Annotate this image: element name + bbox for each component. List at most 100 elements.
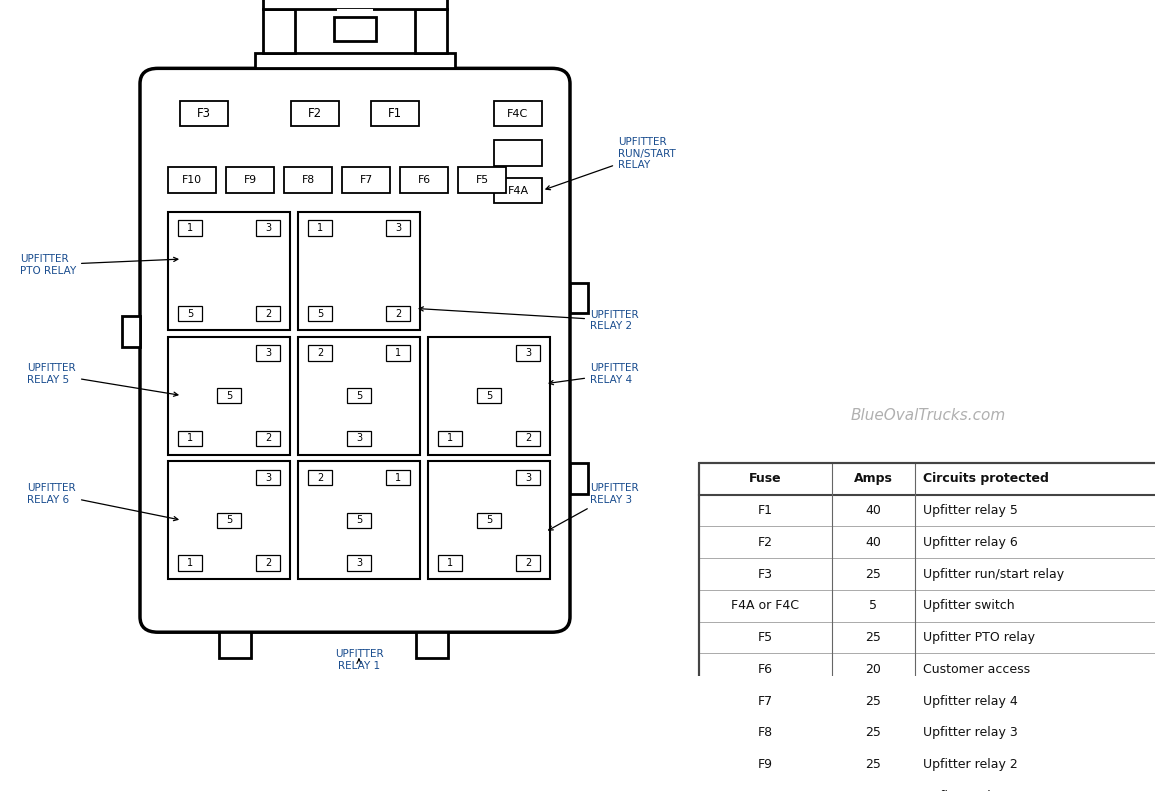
Bar	[298, 461, 420, 579]
Text: Fuse: Fuse	[748, 472, 782, 486]
FancyBboxPatch shape	[140, 68, 571, 632]
Text: 2: 2	[264, 433, 271, 443]
Text: UPFITTER
RELAY 5: UPFITTER RELAY 5	[28, 363, 178, 396]
Bar	[178, 430, 202, 446]
Bar	[256, 345, 280, 361]
Bar	[438, 555, 462, 570]
Bar	[298, 212, 420, 330]
Bar	[494, 178, 542, 203]
Bar	[699, 463, 1155, 791]
Text: F7: F7	[758, 694, 773, 708]
Bar	[255, 53, 455, 68]
Bar	[167, 461, 290, 579]
Bar	[494, 140, 542, 166]
Text: F8: F8	[758, 726, 773, 740]
Text: 5: 5	[486, 391, 492, 400]
Text: 3: 3	[356, 558, 362, 568]
Text: UPFITTER
RELAY 6: UPFITTER RELAY 6	[28, 483, 178, 520]
Text: 1: 1	[447, 433, 453, 443]
Bar	[699, 463, 1155, 791]
Bar	[516, 470, 541, 485]
Text: F5: F5	[476, 176, 489, 185]
Bar	[167, 168, 216, 193]
Text: 1: 1	[447, 558, 453, 568]
Text: F1: F1	[388, 107, 402, 120]
Text: F3: F3	[198, 107, 211, 120]
Bar	[429, 337, 550, 455]
Bar	[571, 282, 588, 313]
Text: Upfitter relay 1: Upfitter relay 1	[923, 790, 1018, 791]
Text: 25: 25	[865, 758, 881, 771]
Text: 5: 5	[870, 600, 877, 612]
Text: 5: 5	[316, 308, 323, 319]
Text: F7: F7	[359, 176, 373, 185]
Text: 2: 2	[264, 308, 271, 319]
Text: F9: F9	[244, 176, 256, 185]
Text: F4A or F4C: F4A or F4C	[731, 600, 799, 612]
Bar	[256, 430, 280, 446]
Bar	[477, 388, 501, 403]
Text: 2: 2	[524, 558, 531, 568]
Bar	[386, 306, 410, 321]
Text: 2: 2	[316, 472, 323, 483]
Text: F6: F6	[758, 663, 773, 676]
Text: 2: 2	[264, 558, 271, 568]
Bar	[218, 632, 251, 658]
Text: 3: 3	[264, 472, 271, 483]
Text: 25: 25	[865, 726, 881, 740]
Bar	[217, 388, 241, 403]
Bar	[226, 168, 274, 193]
Text: 1: 1	[187, 433, 193, 443]
Text: Upfitter relay 4: Upfitter relay 4	[923, 694, 1018, 708]
Text: 2: 2	[524, 433, 531, 443]
Bar	[386, 470, 410, 485]
Bar	[342, 168, 390, 193]
Text: 5: 5	[226, 515, 232, 525]
Text: 40: 40	[865, 536, 881, 549]
Bar	[400, 168, 448, 193]
Bar	[256, 555, 280, 570]
Bar	[516, 555, 541, 570]
Bar	[284, 168, 331, 193]
Text: 1: 1	[395, 348, 401, 358]
Text: F1: F1	[758, 504, 773, 517]
Bar	[386, 221, 410, 236]
Text: Upfitter relay 2: Upfitter relay 2	[923, 758, 1018, 771]
Text: UPFITTER
RELAY 4: UPFITTER RELAY 4	[549, 363, 639, 385]
Text: 1: 1	[187, 558, 193, 568]
Bar	[386, 345, 410, 361]
Text: 3: 3	[524, 472, 531, 483]
Bar	[217, 513, 241, 528]
Bar	[178, 221, 202, 236]
Text: 1: 1	[316, 223, 323, 233]
Bar	[346, 513, 371, 528]
Text: Upfitter relay 5: Upfitter relay 5	[923, 504, 1018, 517]
Bar	[571, 463, 588, 494]
Bar	[417, 632, 448, 658]
Bar	[178, 555, 202, 570]
Bar	[371, 100, 419, 127]
Bar	[263, 0, 447, 9]
Text: F9: F9	[758, 758, 773, 771]
Bar	[167, 337, 290, 455]
Text: F10: F10	[754, 790, 776, 791]
Text: 3: 3	[264, 223, 271, 233]
Text: Upfitter relay 3: Upfitter relay 3	[923, 726, 1018, 740]
Text: 25: 25	[865, 568, 881, 581]
Text: 2: 2	[316, 348, 323, 358]
Bar	[308, 470, 331, 485]
Bar	[308, 221, 331, 236]
Text: Upfitter relay 6: Upfitter relay 6	[923, 536, 1018, 549]
Text: F5: F5	[758, 631, 773, 644]
Text: F3: F3	[758, 568, 773, 581]
Text: UPFITTER
RELAY 2: UPFITTER RELAY 2	[419, 307, 639, 331]
Text: 3: 3	[356, 433, 362, 443]
Text: Amps: Amps	[854, 472, 893, 486]
Text: F4C: F4C	[507, 108, 529, 119]
Bar	[438, 430, 462, 446]
Bar	[429, 461, 550, 579]
Text: UPFITTER
RELAY 3: UPFITTER RELAY 3	[549, 483, 639, 530]
Bar	[180, 100, 228, 127]
Bar	[494, 100, 542, 127]
Bar	[516, 345, 541, 361]
